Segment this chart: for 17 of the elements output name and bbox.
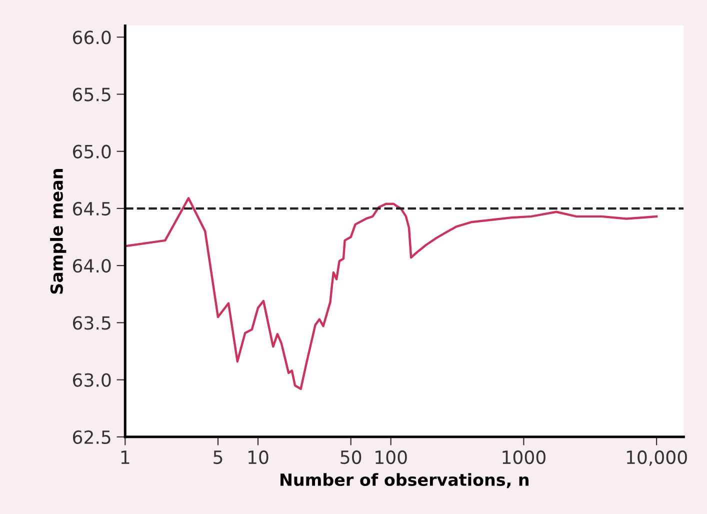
x-tick-label: 10 [248,450,268,464]
x-tick-label: 50 [340,450,362,464]
y-tick-label: 64.5 [73,202,110,216]
x-tick-label: 1000 [502,450,546,464]
x-axis-title: Number of observations, n [280,473,528,488]
x-tick-label: 100 [376,450,407,464]
y-axis-title: Sample mean [50,169,66,294]
x-tick-label: 1 [121,450,130,464]
x-tick-label: 5 [214,450,222,464]
y-tick-label: 63.5 [73,316,110,330]
x-tick-label: 10,000 [626,450,687,466]
y-tick-label: 65.5 [73,88,110,102]
y-tick-label: 63.0 [73,373,111,387]
y-tick-label: 66.0 [73,30,111,44]
y-tick-label: 64.0 [73,259,111,273]
y-tick-label: 65.0 [73,144,111,158]
y-tick-label: 62.5 [73,430,110,444]
